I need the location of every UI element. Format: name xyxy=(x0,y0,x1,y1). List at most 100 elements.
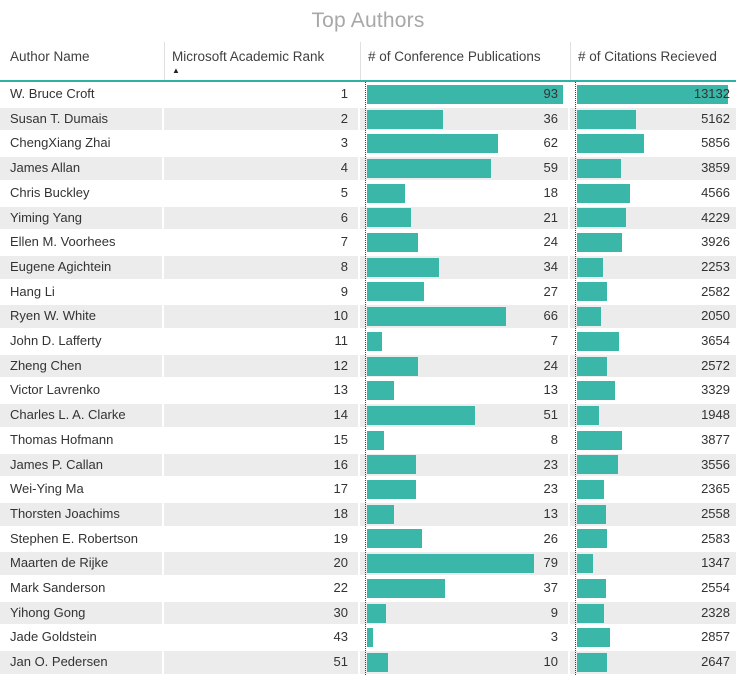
table-row[interactable]: Hang Li 9 27 2582 xyxy=(0,279,736,305)
column-header-academic-rank[interactable]: Microsoft Academic Rank ▲ xyxy=(164,42,360,80)
publications-value: 3 xyxy=(550,629,558,645)
publications-bar[interactable] xyxy=(367,109,443,129)
citations-bar[interactable] xyxy=(577,480,605,500)
academic-rank-cell: 19 xyxy=(164,526,360,552)
publications-bar[interactable] xyxy=(367,578,445,598)
table-row[interactable]: Eugene Agichtein 8 34 2253 xyxy=(0,254,736,280)
citations-bar[interactable] xyxy=(577,578,607,598)
table-row[interactable]: Zheng Chen 12 24 2572 xyxy=(0,353,736,379)
author-name-cell: Ryen W. White xyxy=(0,304,164,330)
publications-bar[interactable] xyxy=(367,134,498,154)
column-header-conference-publications[interactable]: # of Conference Publications xyxy=(360,42,570,80)
table-row[interactable]: Ellen M. Voorhees 7 24 3926 xyxy=(0,230,736,255)
publications-bar[interactable] xyxy=(367,554,534,574)
publications-bar[interactable] xyxy=(367,282,424,302)
publications-bar[interactable] xyxy=(367,381,395,401)
table-row[interactable]: Jan O. Pedersen 51 10 2647 xyxy=(0,650,736,675)
publications-bar[interactable] xyxy=(367,307,507,327)
publications-cell: 23 xyxy=(360,452,570,478)
citations-bar[interactable] xyxy=(577,183,630,203)
academic-rank-cell: 7 xyxy=(164,230,360,255)
table-header: Author Name Microsoft Academic Rank ▲ # … xyxy=(0,42,736,82)
table-row[interactable]: Jade Goldstein 43 3 2857 xyxy=(0,625,736,651)
academic-rank-cell: 10 xyxy=(164,304,360,330)
citations-bar[interactable] xyxy=(577,307,601,327)
publications-bar[interactable] xyxy=(367,257,439,277)
citations-cell: 2365 xyxy=(570,477,736,502)
publications-bar[interactable] xyxy=(367,652,389,672)
table-row[interactable]: Ryen W. White 10 66 2050 xyxy=(0,304,736,330)
table-row[interactable]: Stephen E. Robertson 19 26 2583 xyxy=(0,526,736,552)
author-name-cell: Maarten de Rijke xyxy=(0,551,164,577)
citations-bar[interactable] xyxy=(577,628,610,648)
citations-cell: 2583 xyxy=(570,527,736,552)
column-header-label: Author Name xyxy=(10,49,90,64)
publications-bar[interactable] xyxy=(367,331,382,351)
publications-cell: 93 xyxy=(360,82,570,107)
citations-bar[interactable] xyxy=(577,134,645,154)
table-row[interactable]: Susan T. Dumais 2 36 5162 xyxy=(0,106,736,132)
citations-bar[interactable] xyxy=(577,84,728,104)
publications-bar[interactable] xyxy=(367,233,418,253)
publications-bar[interactable] xyxy=(367,183,405,203)
citations-value: 2572 xyxy=(701,357,730,373)
citations-value: 13132 xyxy=(693,86,730,101)
author-name-cell: ChengXiang Zhai xyxy=(0,131,164,157)
publications-bar[interactable] xyxy=(367,455,416,475)
citations-bar[interactable] xyxy=(577,356,607,376)
publications-bar[interactable] xyxy=(367,504,395,524)
publications-bar[interactable] xyxy=(367,529,422,549)
table-row[interactable]: Wei-Ying Ma 17 23 2365 xyxy=(0,477,736,502)
table-row[interactable]: Charles L. A. Clarke 14 51 1948 xyxy=(0,403,736,428)
publications-value: 10 xyxy=(543,654,558,670)
citations-bar[interactable] xyxy=(577,208,626,228)
citations-bar[interactable] xyxy=(577,233,623,253)
publications-bar[interactable] xyxy=(367,430,384,450)
publications-value: 21 xyxy=(543,209,558,225)
table-row[interactable]: Yihong Gong 30 9 2328 xyxy=(0,600,736,626)
citations-bar[interactable] xyxy=(577,381,616,401)
academic-rank-cell: 11 xyxy=(164,329,360,354)
citations-bar[interactable] xyxy=(577,554,593,574)
table-row[interactable]: James Allan 4 59 3859 xyxy=(0,156,736,181)
table-row[interactable]: Mark Sanderson 22 37 2554 xyxy=(0,576,736,601)
citations-bar[interactable] xyxy=(577,331,619,351)
table-row[interactable]: John D. Lafferty 11 7 3654 xyxy=(0,329,736,354)
citations-bar[interactable] xyxy=(577,529,607,549)
publications-bar[interactable] xyxy=(367,405,475,425)
citations-bar[interactable] xyxy=(577,405,600,425)
table-row[interactable]: Victor Lavrenko 13 13 3329 xyxy=(0,378,736,404)
publications-bar[interactable] xyxy=(367,158,492,178)
citations-bar[interactable] xyxy=(577,109,637,129)
citations-cell: 3877 xyxy=(570,428,736,453)
table-row[interactable]: ChengXiang Zhai 3 62 5856 xyxy=(0,131,736,157)
publications-bar[interactable] xyxy=(367,480,416,500)
column-header-citations-received[interactable]: # of Citations Recieved xyxy=(570,42,736,80)
table-row[interactable]: Maarten de Rijke 20 79 1347 xyxy=(0,551,736,577)
table-row[interactable]: Thorsten Joachims 18 13 2558 xyxy=(0,501,736,527)
table-row[interactable]: James P. Callan 16 23 3556 xyxy=(0,452,736,478)
publications-value: 37 xyxy=(543,580,558,596)
publications-cell: 18 xyxy=(360,180,570,206)
citations-bar[interactable] xyxy=(577,455,618,475)
column-header-author-name[interactable]: Author Name xyxy=(0,42,164,80)
citations-bar[interactable] xyxy=(577,257,603,277)
publications-bar[interactable] xyxy=(367,356,418,376)
citations-bar[interactable] xyxy=(577,652,608,672)
publications-bar[interactable] xyxy=(367,84,563,104)
citations-bar[interactable] xyxy=(577,504,607,524)
citations-bar[interactable] xyxy=(577,430,622,450)
citations-cell: 2558 xyxy=(570,502,736,527)
publications-cell: 23 xyxy=(360,477,570,502)
author-name-cell: Charles L. A. Clarke xyxy=(0,403,164,428)
publications-bar[interactable] xyxy=(367,603,386,623)
table-row[interactable]: Thomas Hofmann 15 8 3877 xyxy=(0,427,736,453)
table-row[interactable]: Chris Buckley 5 18 4566 xyxy=(0,180,736,206)
publications-bar[interactable] xyxy=(367,628,374,648)
table-row[interactable]: Yiming Yang 6 21 4229 xyxy=(0,205,736,231)
publications-bar[interactable] xyxy=(367,208,412,228)
citations-bar[interactable] xyxy=(577,282,607,302)
table-row[interactable]: W. Bruce Croft 1 93 13132 xyxy=(0,82,736,107)
citations-bar[interactable] xyxy=(577,603,604,623)
citations-bar[interactable] xyxy=(577,158,622,178)
